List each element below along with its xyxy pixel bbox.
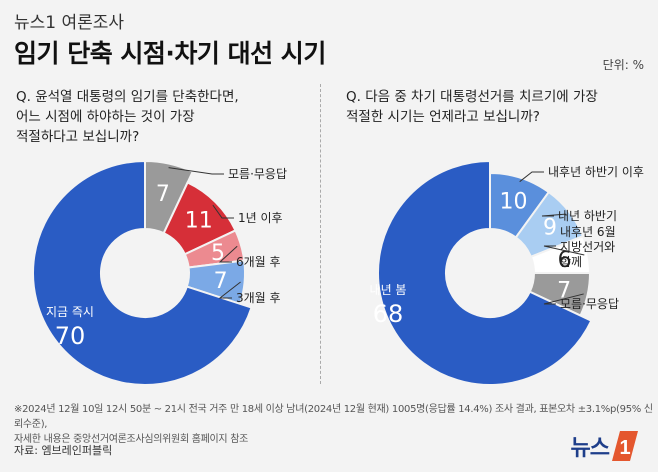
category-label-3: 3개월 후 (236, 291, 281, 305)
leader-line-1 (541, 213, 566, 217)
unit-label: 단위: % (602, 58, 644, 72)
page-title: 임기 단축 시점·차기 대선 시기 (14, 39, 326, 68)
survey-footnote: ※2024년 12월 10일 12시 50분 ~ 21시 전국 거주 만 18세… (14, 404, 653, 445)
source-label: 자료: 엠브레인퍼블릭 (14, 444, 113, 457)
slice-4 (32, 159, 253, 386)
leader-line-1 (212, 204, 234, 219)
category-label-1: 내년 하반기 (558, 209, 617, 223)
value-label-3: 7 (214, 269, 228, 294)
value-label-0: 10 (499, 190, 527, 215)
category-label-3: 모름·무응답 (560, 297, 619, 311)
value-label-2: 5 (211, 241, 225, 266)
logo-text: 뉴스 (570, 436, 610, 461)
brand-label: 뉴스1 여론조사 (14, 13, 125, 33)
category-label-2: 6개월 후 (236, 255, 281, 269)
news1-logo: 뉴스 1 (571, 430, 638, 462)
leader-line-3 (543, 293, 584, 305)
question-election: Q. 다음 중 차기 대통령선거를 치르기에 가장 적절한 시기는 언제라고 보… (346, 89, 598, 125)
logo-mark-digit: 1 (619, 437, 630, 459)
leader-line-0 (519, 171, 544, 183)
category-label-1: 1년 이후 (238, 211, 283, 225)
value-label-4: 70 (55, 322, 86, 350)
logo-mark-icon: 1 (612, 431, 638, 461)
leader-line-0 (168, 167, 224, 175)
value-label-0: 7 (156, 182, 170, 207)
value-label-2: 6 (558, 248, 572, 273)
value-label-3: 7 (557, 279, 571, 304)
panel-divider (320, 84, 321, 384)
category-label-0: 내후년 하반기 이후 (548, 165, 644, 179)
leader-line-2 (218, 245, 238, 263)
category-label-2: 내후년 6월 지방선거와 함께 (560, 225, 616, 269)
value-label-1: 9 (543, 215, 557, 240)
category-label-0: 모름·무응답 (228, 167, 287, 181)
leader-line-2 (543, 245, 585, 256)
category-label-4: 지금 즉시 (46, 305, 94, 319)
value-label-1: 11 (185, 208, 213, 233)
slice-4 (377, 159, 593, 386)
chart-panel-election: Q. 다음 중 차기 대통령선거를 치르기에 가장 적절한 시기는 언제라고 보… (330, 80, 650, 398)
chart-panel-resignation: Q. 윤석열 대통령의 임기를 단축한다면, 어느 시점에 하야하는 것이 가장… (0, 80, 320, 398)
leader-line-3 (218, 281, 241, 299)
question-resignation: Q. 윤석열 대통령의 임기를 단축한다면, 어느 시점에 하야하는 것이 가장… (16, 89, 239, 145)
donut-chart-resignation: 7 11 5 7 지금 즉시 70 모름·무응답 1년 이후 6개월 후 3개월 후 (32, 159, 287, 386)
value-label-4: 68 (373, 300, 404, 328)
category-label-4: 내년 봄 (370, 283, 407, 297)
